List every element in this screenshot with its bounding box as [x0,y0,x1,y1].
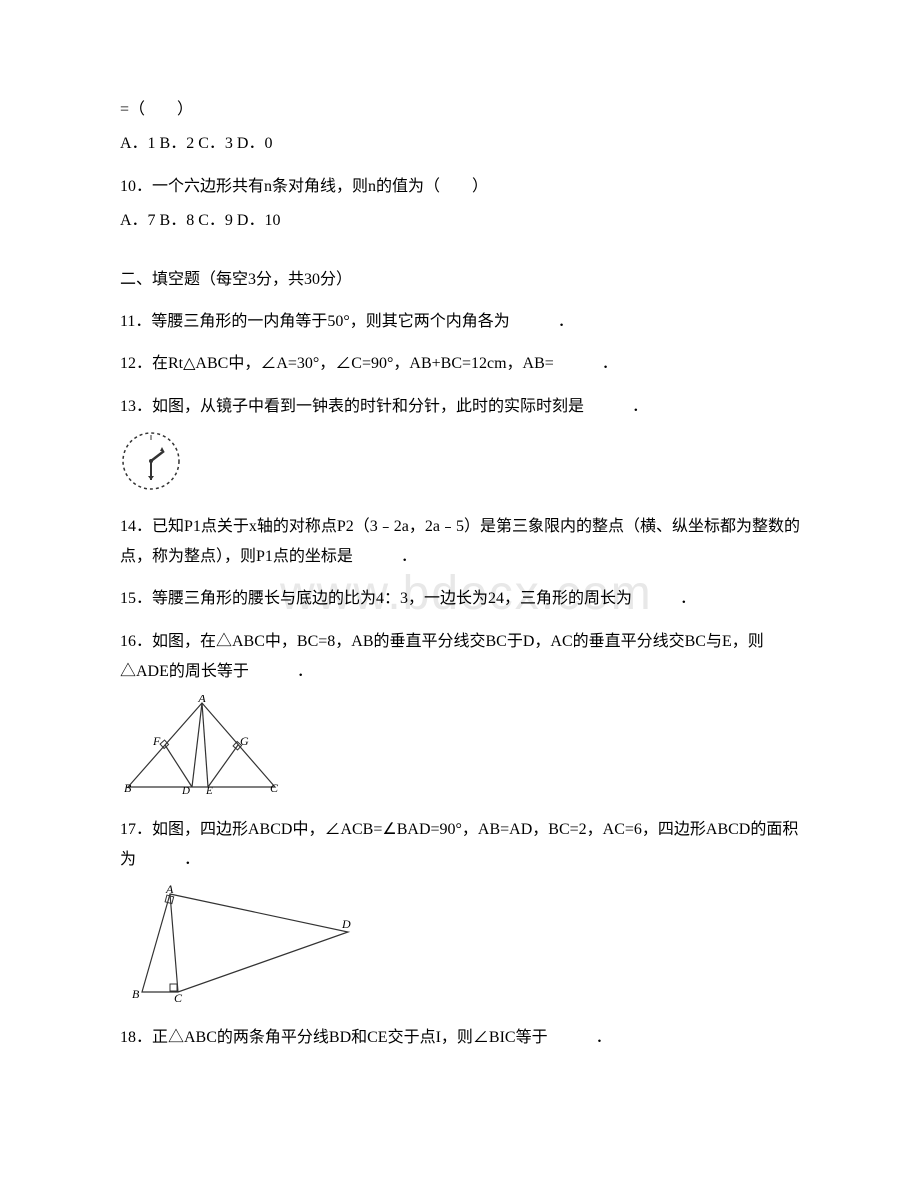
svg-text:B: B [124,781,132,795]
question-9-tail: =（ ） [120,95,800,125]
svg-text:D: D [341,917,351,931]
svg-text:A: A [197,695,206,705]
question-14: 14．已知P1点关于x轴的对称点P2（3﹣2a，2a﹣5）是第三象限内的整点（横… [120,512,800,573]
svg-text:F: F [152,734,161,748]
question-17: 17．如图，四边形ABCD中，∠ACB=∠BAD=90°，AB=AD，BC=2，… [120,815,800,876]
triangle-ade-icon: A B C D E F G [120,695,285,795]
question-13: 13．如图，从镜子中看到一钟表的时针和分针，此时的实际时刻是 ． [120,392,800,422]
svg-text:C: C [270,781,279,795]
svg-text:B: B [132,987,140,1001]
quadrilateral-abcd-icon: A B C D [120,884,355,1004]
clock-figure [120,430,800,503]
question-18: 18．正△ABC的两条角平分线BD和CE交于点I，则∠BIC等于 ． [120,1023,800,1053]
question-10: 10．一个六边形共有n条对角线，则n的值为（ ） [120,172,800,202]
question-9-options: A．1 B．2 C．3 D．0 [120,129,800,159]
clock-icon [120,430,182,492]
svg-text:C: C [174,991,183,1004]
question-11: 11．等腰三角形的一内角等于50°，则其它两个内角各为 ． [120,307,800,337]
question-16: 16．如图，在△ABC中，BC=8，AB的垂直平分线交BC于D，AC的垂直平分线… [120,627,800,688]
svg-text:E: E [205,785,213,795]
triangle-ade-figure: A B C D E F G [120,695,800,806]
svg-text:A: A [165,884,174,896]
svg-text:G: G [240,734,249,748]
question-12: 12．在Rt△ABC中，∠A=30°，∠C=90°，AB+BC=12cm，AB=… [120,349,800,379]
question-10-options: A．7 B．8 C．9 D．10 [120,206,800,236]
section-2-header: 二、填空题（每空3分，共30分） [120,265,800,295]
question-15: 15．等腰三角形的腰长与底边的比为4：3，一边长为24，三角形的周长为 ． [120,584,800,614]
svg-text:D: D [181,785,190,795]
quadrilateral-abcd-figure: A B C D [120,884,800,1015]
